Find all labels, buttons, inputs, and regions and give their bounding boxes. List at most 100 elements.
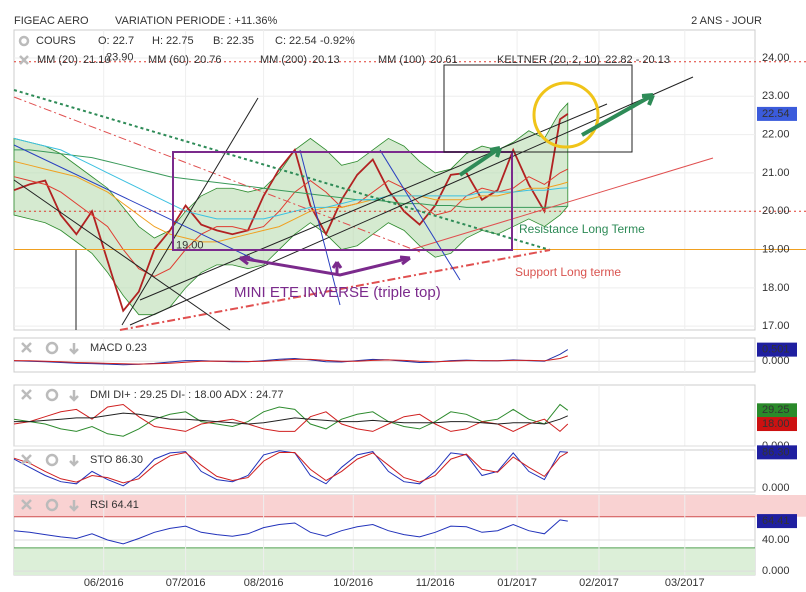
- quote: O: 22.7: [98, 35, 134, 47]
- value-box-label: 64.41: [762, 515, 790, 527]
- quote: B: 22.35: [213, 35, 254, 47]
- close-icon: [21, 342, 32, 353]
- settings-icon: [45, 498, 59, 512]
- overbought-zone: [14, 495, 806, 517]
- trendline: [139, 103, 608, 301]
- legend-label: MM (100): [378, 54, 425, 66]
- series-line: [14, 412, 568, 425]
- legend-value: 20.61: [430, 54, 458, 66]
- panel-title: STO 86.30: [90, 454, 143, 466]
- annotation: MINI ETE INVERSE (triple top): [234, 284, 441, 301]
- y-tick-label: 21.00: [762, 167, 790, 179]
- panel-title: DMI DI+ : 29.25 DI- : 18.00 ADX : 24.77: [90, 389, 284, 401]
- close-icon: [21, 499, 32, 510]
- y-tick-label: 0.000: [762, 565, 790, 577]
- series-name: COURS: [36, 35, 76, 47]
- panel-title: MACD 0.23: [90, 342, 147, 354]
- series-line: [14, 149, 568, 208]
- y-tick-label: 0.000: [762, 482, 790, 494]
- trendline: [379, 149, 461, 281]
- value-box-label: 86.30: [762, 446, 790, 458]
- x-tick-label: 02/2017: [579, 577, 619, 589]
- x-tick-label: 08/2016: [244, 577, 284, 589]
- y-tick-label: 40.00: [762, 534, 790, 546]
- quote: C: 22.54: [275, 35, 317, 47]
- trend-arrows: [458, 93, 655, 177]
- arrow-icon: [69, 455, 79, 467]
- drawings: [13, 64, 714, 331]
- trendline: [119, 249, 551, 331]
- level-label: 19.00: [176, 239, 204, 251]
- value-box-label: 29.25: [762, 404, 790, 416]
- panel: [13, 337, 756, 373]
- trendline: [121, 97, 259, 326]
- trendline: [299, 149, 341, 306]
- legend-label: MM (20): [37, 54, 78, 66]
- value-box-label: 18.00: [762, 418, 790, 430]
- trendline: [409, 157, 714, 251]
- close-icon: [21, 389, 32, 400]
- y-tick-label: 0.000: [762, 355, 790, 367]
- series-line: [13, 403, 569, 433]
- value-box: [757, 417, 797, 432]
- value-box: [757, 403, 797, 418]
- settings-icon: [18, 35, 30, 47]
- pattern-box: [172, 151, 513, 251]
- series-line: [13, 451, 569, 484]
- x-tick-label: 11/2016: [416, 577, 455, 589]
- legend-value: 20.13: [312, 54, 340, 66]
- y-tick-label: 22.00: [762, 129, 790, 141]
- legend-label: KELTNER (20, 2, 10): [497, 54, 600, 66]
- settings-icon: [45, 453, 59, 467]
- legend-value: 20.76: [194, 54, 222, 66]
- x-tick-label: 10/2016: [333, 577, 373, 589]
- arrow-icon: [69, 500, 79, 512]
- legend-value: 21.10: [83, 54, 111, 66]
- annotation: Resistance Long Terme: [519, 222, 645, 236]
- labels: COURS O: 22.7 H: 22.75 B: 22.35 C: 22.54 -0.9…: [18, 35, 797, 589]
- settings-icon: [45, 341, 59, 355]
- arrow-icon: [69, 343, 79, 355]
- value-box: [757, 342, 797, 357]
- x-tick-label: 07/2016: [166, 577, 206, 589]
- symbol: FIGEAC AERO: [14, 15, 89, 27]
- x-tick-label: 01/2017: [497, 577, 537, 589]
- close-icon: [21, 454, 32, 465]
- y-tick-label: 20.00: [762, 205, 790, 217]
- oversold-zone: [14, 547, 755, 575]
- series-line: [13, 519, 568, 545]
- panel: [13, 449, 756, 493]
- trendline: [13, 144, 261, 263]
- settings-icon: [45, 388, 59, 402]
- value-box: [757, 445, 797, 460]
- trendline: [13, 179, 231, 331]
- y-tick-label: 23.00: [762, 90, 790, 102]
- variation: VARIATION PERIODE : +11.36%: [115, 15, 278, 27]
- x-tick-label: 03/2017: [665, 577, 705, 589]
- quote: H: 22.75: [152, 35, 194, 47]
- legend-value: 22.82 - 20.13: [605, 54, 670, 66]
- y-tick-label: 24.00: [762, 52, 790, 64]
- value-box-label: 0.501: [762, 344, 790, 356]
- y-tick-label: 17.00: [762, 320, 790, 332]
- y-tick-label: 19.00: [762, 243, 790, 255]
- legend-label: MM (200): [260, 54, 307, 66]
- period: 2 ANS - JOUR: [691, 15, 762, 27]
- series-line: [13, 113, 569, 313]
- panel-title: RSI 64.41: [90, 499, 139, 511]
- y-tick-label: 18.00: [762, 282, 790, 294]
- pattern-arrows: [239, 255, 411, 277]
- level-label: 23.90: [106, 52, 134, 64]
- value-box-label: 22.54: [762, 108, 790, 120]
- close-icon: [19, 55, 29, 65]
- quote: -0.92%: [320, 35, 355, 47]
- highlight-circle: [532, 81, 600, 149]
- annotation: Support Long terme: [515, 265, 621, 279]
- value-box: [757, 106, 797, 121]
- arrow-icon: [69, 390, 79, 402]
- legend-label: MM (60): [148, 54, 189, 66]
- x-tick-label: 06/2016: [84, 577, 124, 589]
- series-line: [13, 355, 568, 365]
- series-line: [13, 160, 568, 243]
